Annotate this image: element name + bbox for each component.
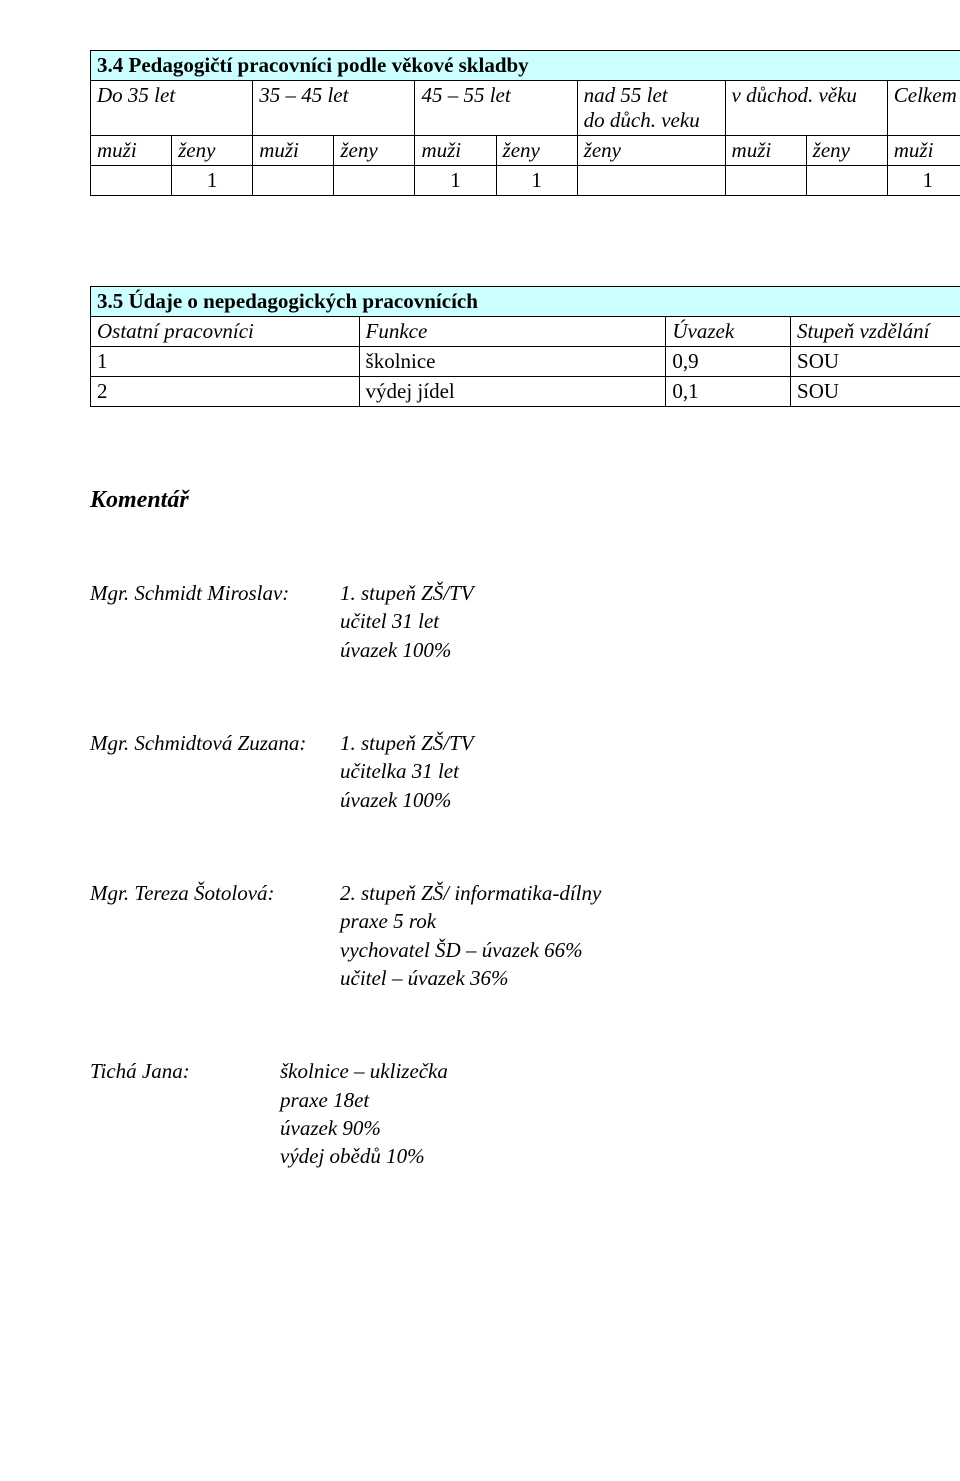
table-3-5: 3.5 Údaje o nepedagogických pracovnících… (90, 286, 960, 407)
person-line: 1. stupeň ZŠ/TV (340, 729, 960, 757)
sub-5: ženy (496, 136, 577, 166)
r0-4: 1 (415, 166, 496, 196)
person-line: učitelka 31 let (340, 757, 960, 785)
person-desc: školnice – uklizečka praxe 18et úvazek 9… (250, 1057, 960, 1170)
t35-h2: Funkce (359, 317, 666, 347)
sub-4: muži (415, 136, 496, 166)
t35-r2-u: 0,1 (666, 377, 791, 407)
person-line: praxe 5 rok (340, 907, 960, 935)
sub-0: muži (91, 136, 172, 166)
person-entry: Mgr. Tereza Šotolová: 2. stupeň ZŠ/ info… (90, 879, 960, 992)
table-3-4-title: 3.4 Pedagogičtí pracovníci podle věkové … (91, 51, 960, 81)
col-h5: v důchod. věku (725, 81, 887, 136)
person-desc: 1. stupeň ZŠ/TV učitelka 31 let úvazek 1… (340, 729, 960, 814)
person-name: Tichá Jana: (90, 1057, 250, 1170)
person-line: výdej obědů 10% (280, 1142, 960, 1170)
t35-h3: Úvazek (666, 317, 791, 347)
table-row: 2 výdej jídel 0,1 SOU (91, 377, 960, 407)
r0-0 (91, 166, 172, 196)
person-line: učitel – úvazek 36% (340, 964, 960, 992)
table-3-5-title: 3.5 Údaje o nepedagogických pracovnících (91, 287, 960, 317)
sub-2: muži (253, 136, 334, 166)
t35-r2-f: výdej jídel (359, 377, 666, 407)
r0-2 (253, 166, 334, 196)
person-line: praxe 18et (280, 1086, 960, 1114)
r0-3 (334, 166, 415, 196)
col-h6: Celkem (887, 81, 960, 136)
t35-r1-u: 0,9 (666, 347, 791, 377)
person-line: vychovatel ŠD – úvazek 66% (340, 936, 960, 964)
t35-r2-n: 2 (91, 377, 360, 407)
table-row: 1 školnice 0,9 SOU (91, 347, 960, 377)
person-name: Mgr. Schmidt Miroslav: (90, 579, 340, 664)
t35-r2-s: SOU (791, 377, 960, 407)
person-line: úvazek 90% (280, 1114, 960, 1142)
person-desc: 1. stupeň ZŠ/TV učitel 31 let úvazek 100… (340, 579, 960, 664)
t35-h4: Stupeň vzdělání (791, 317, 960, 347)
t35-h1: Ostatní pracovníci (91, 317, 360, 347)
sub-6: ženy (577, 136, 725, 166)
person-line: učitel 31 let (340, 607, 960, 635)
sub-3: ženy (334, 136, 415, 166)
person-line: školnice – uklizečka (280, 1057, 960, 1085)
r0-7 (725, 166, 806, 196)
person-entry: Mgr. Schmidt Miroslav: 1. stupeň ZŠ/TV u… (90, 579, 960, 664)
sub-9: muži (887, 136, 960, 166)
person-name: Mgr. Schmidtová Zuzana: (90, 729, 340, 814)
t35-r1-s: SOU (791, 347, 960, 377)
r0-6 (577, 166, 725, 196)
t35-r1-f: školnice (359, 347, 666, 377)
r0-1: 1 (172, 166, 253, 196)
person-line: úvazek 100% (340, 786, 960, 814)
person-line: úvazek 100% (340, 636, 960, 664)
col-h4: nad 55 letdo důch. veku (577, 81, 725, 136)
person-desc: 2. stupeň ZŠ/ informatika-dílny praxe 5 … (340, 879, 960, 992)
person-entry: Mgr. Schmidtová Zuzana: 1. stupeň ZŠ/TV … (90, 729, 960, 814)
komentar-heading: Komentář (90, 487, 960, 514)
sub-1: ženy (172, 136, 253, 166)
t35-r1-n: 1 (91, 347, 360, 377)
r0-5: 1 (496, 166, 577, 196)
person-line: 2. stupeň ZŠ/ informatika-dílny (340, 879, 960, 907)
col-h1: Do 35 let (91, 81, 253, 136)
r0-8 (806, 166, 887, 196)
person-entry: Tichá Jana: školnice – uklizečka praxe 1… (90, 1057, 960, 1170)
r0-9: 1 (887, 166, 960, 196)
sub-8: ženy (806, 136, 887, 166)
table-3-4: 3.4 Pedagogičtí pracovníci podle věkové … (90, 50, 960, 196)
col-h2: 35 – 45 let (253, 81, 415, 136)
person-line: 1. stupeň ZŠ/TV (340, 579, 960, 607)
person-name: Mgr. Tereza Šotolová: (90, 879, 340, 992)
col-h3: 45 – 55 let (415, 81, 577, 136)
sub-7: muži (725, 136, 806, 166)
